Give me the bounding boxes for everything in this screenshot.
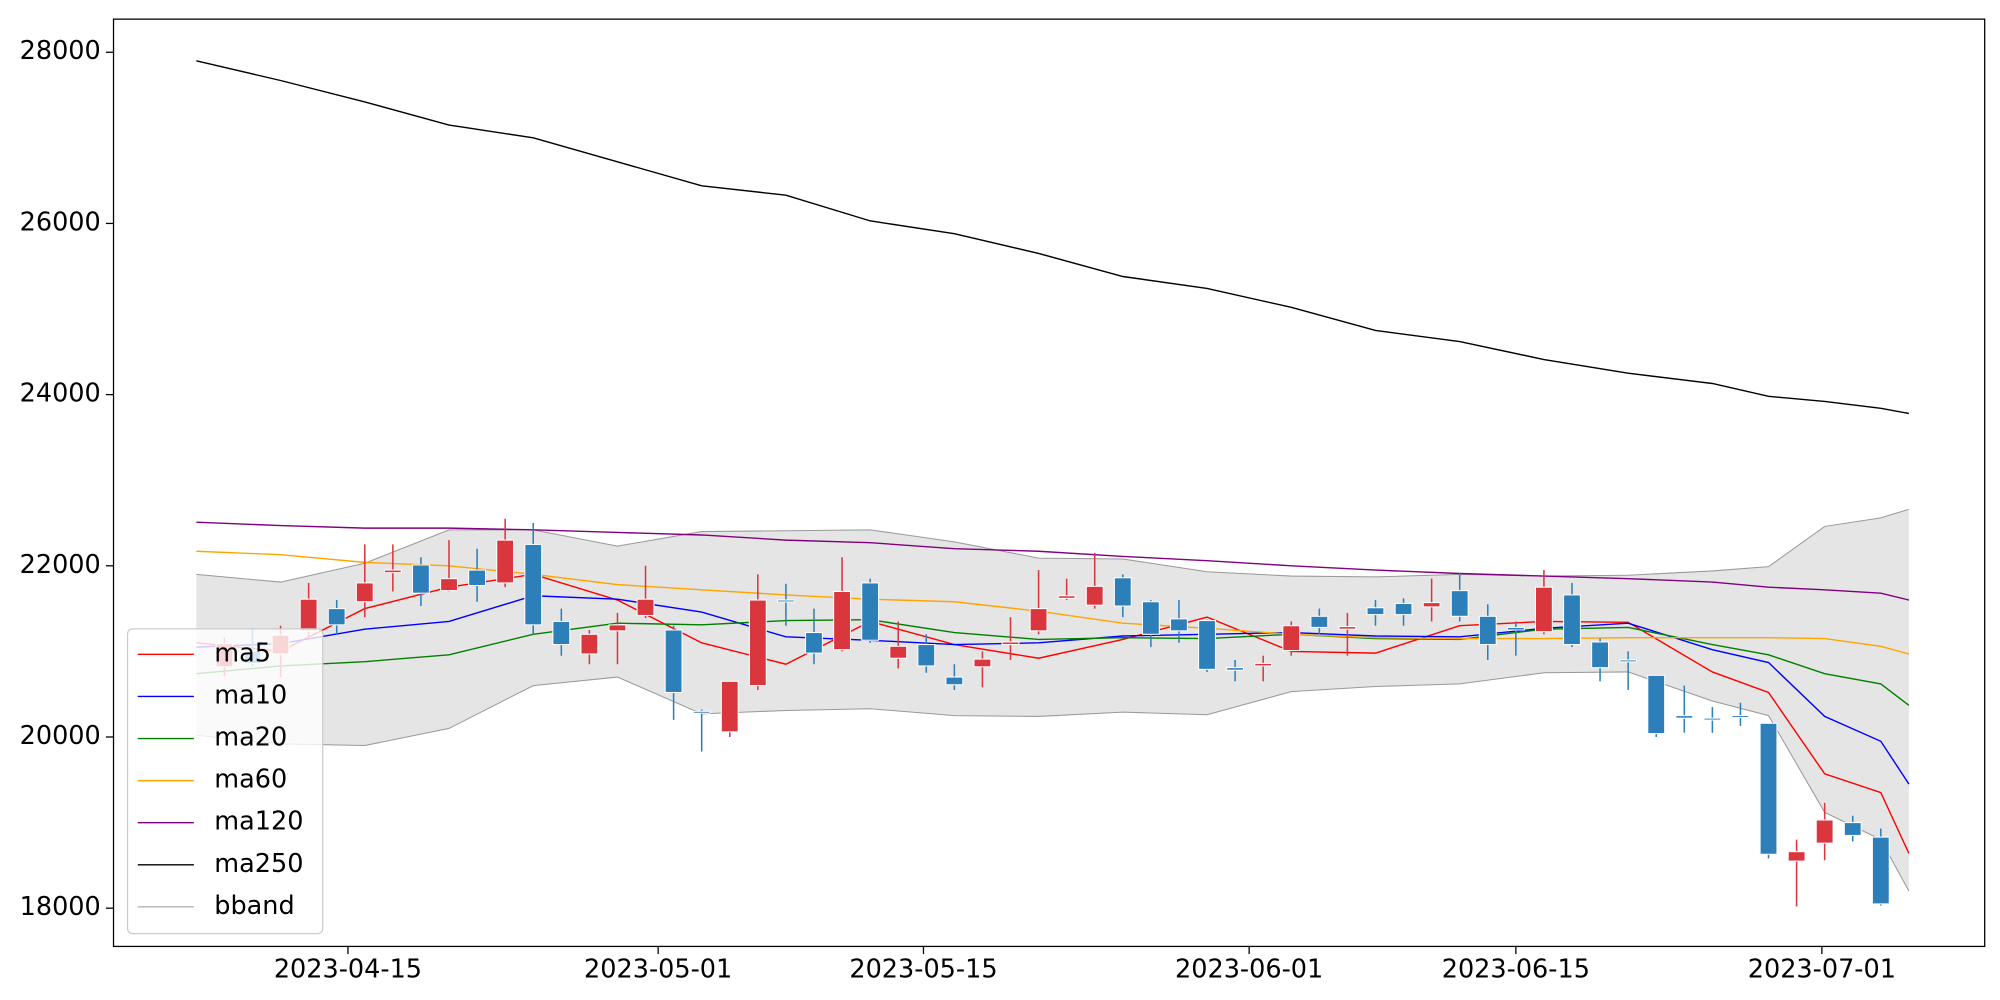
candle-body <box>1591 641 1610 669</box>
candle-body <box>1282 625 1301 652</box>
candle-body <box>299 598 318 632</box>
x-tick-label: 2023-05-15 <box>849 955 997 985</box>
candle-body <box>1731 715 1750 719</box>
candle-body <box>327 608 346 626</box>
band-lower <box>196 671 1910 892</box>
candle-body <box>1338 626 1357 630</box>
candle-body <box>1394 602 1413 616</box>
candle-body <box>580 633 599 655</box>
candle-body <box>524 543 543 626</box>
legend: ma5 ma10 ma20 ma60 ma120 ma250 bband <box>126 628 324 935</box>
legend-box <box>126 628 324 935</box>
candle-body <box>1478 615 1497 646</box>
candle-body <box>1310 615 1329 628</box>
ma-line <box>196 595 1910 785</box>
candle-body <box>776 599 795 603</box>
legend-label: ma120 <box>214 807 303 837</box>
candle-body <box>1450 590 1469 617</box>
legend-label: ma10 <box>214 680 287 710</box>
candle-body <box>1703 717 1722 721</box>
legend-label: bband <box>214 891 294 921</box>
x-tick-label: 2023-07-01 <box>1748 955 1896 985</box>
x-tick-label: 2023-06-01 <box>1175 955 1323 985</box>
candle-body <box>1422 602 1441 608</box>
ma-line <box>196 619 1910 706</box>
candle-body <box>1759 722 1778 855</box>
candle-body <box>1619 659 1638 663</box>
candle-body <box>1647 674 1666 735</box>
candle-body <box>1506 626 1525 631</box>
y-tick-label: 24000 <box>20 379 101 409</box>
candle-body <box>1001 641 1020 646</box>
legend-label: ma250 <box>214 849 303 879</box>
candle-body <box>468 569 487 587</box>
x-tick-label: 2023-04-15 <box>274 955 422 985</box>
y-tick-label: 20000 <box>20 721 101 751</box>
candle-body <box>1534 586 1553 633</box>
candle-body <box>861 582 880 641</box>
candle-body <box>608 624 627 632</box>
y-tick-label: 22000 <box>20 550 101 580</box>
candle-body <box>1843 822 1862 836</box>
candle-body <box>945 676 964 686</box>
ma-line <box>196 60 1910 415</box>
legend-label: ma5 <box>214 638 271 668</box>
candle-body <box>1113 577 1132 607</box>
candle-body <box>748 599 767 687</box>
candle-body <box>805 632 823 654</box>
candle-body <box>889 645 908 659</box>
candle-body <box>1057 595 1076 599</box>
legend-label: ma60 <box>214 765 287 795</box>
x-tick-label: 2023-05-01 <box>584 955 732 985</box>
candle-body <box>1815 819 1834 844</box>
candle-body <box>1198 620 1216 670</box>
candle-body <box>917 644 936 667</box>
candle-body <box>973 658 992 668</box>
x-tick-label: 2023-06-15 <box>1442 955 1590 985</box>
candle-body <box>1141 601 1160 635</box>
candle-body <box>355 582 374 603</box>
candle-body <box>833 590 851 651</box>
plot-frame <box>112 18 1986 948</box>
candle-body <box>496 539 515 584</box>
y-tick-label: 28000 <box>20 36 101 66</box>
candle-body <box>636 598 655 616</box>
candle-body <box>552 620 571 646</box>
y-tick-label: 18000 <box>20 892 101 922</box>
candle-body <box>1675 715 1694 719</box>
legend-label: ma20 <box>214 723 287 753</box>
candle-body <box>383 569 402 574</box>
candle-body <box>1787 851 1806 862</box>
candle-body <box>440 578 458 592</box>
candle-body <box>1871 836 1890 905</box>
candle-body <box>720 680 739 733</box>
candle-body <box>1226 667 1245 671</box>
y-tick-label: 26000 <box>20 207 101 237</box>
candle-body <box>1170 618 1188 632</box>
candle-body <box>412 564 430 594</box>
candle-body <box>1366 607 1385 616</box>
candle-body <box>664 629 683 693</box>
candle-body <box>1563 594 1581 646</box>
band-area <box>196 509 1909 892</box>
candle-body <box>1254 662 1273 667</box>
candle-body <box>1085 585 1104 606</box>
candle-body <box>692 710 711 714</box>
candle-body <box>1029 608 1048 632</box>
